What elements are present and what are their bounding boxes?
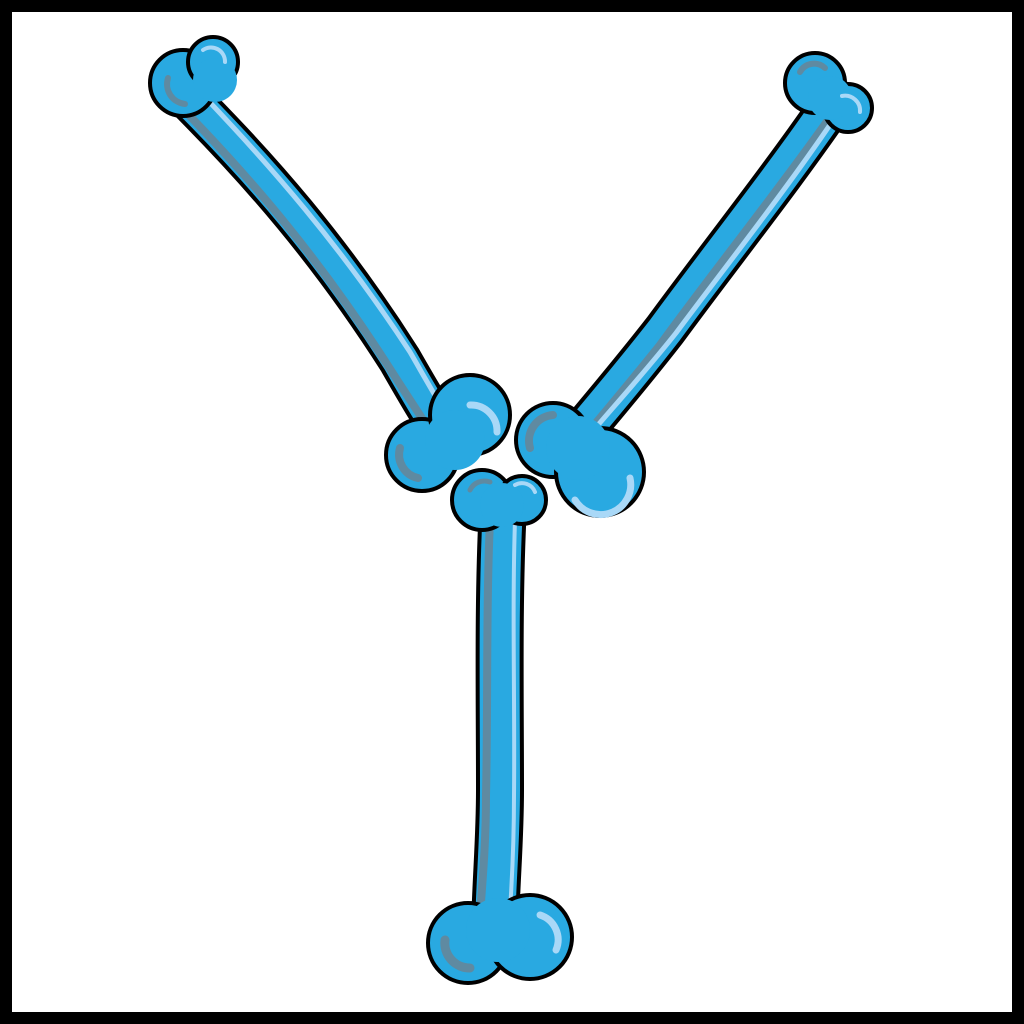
left-arm-bone xyxy=(148,35,512,493)
right-arm-bone xyxy=(514,51,874,519)
stem-bone xyxy=(426,468,574,985)
